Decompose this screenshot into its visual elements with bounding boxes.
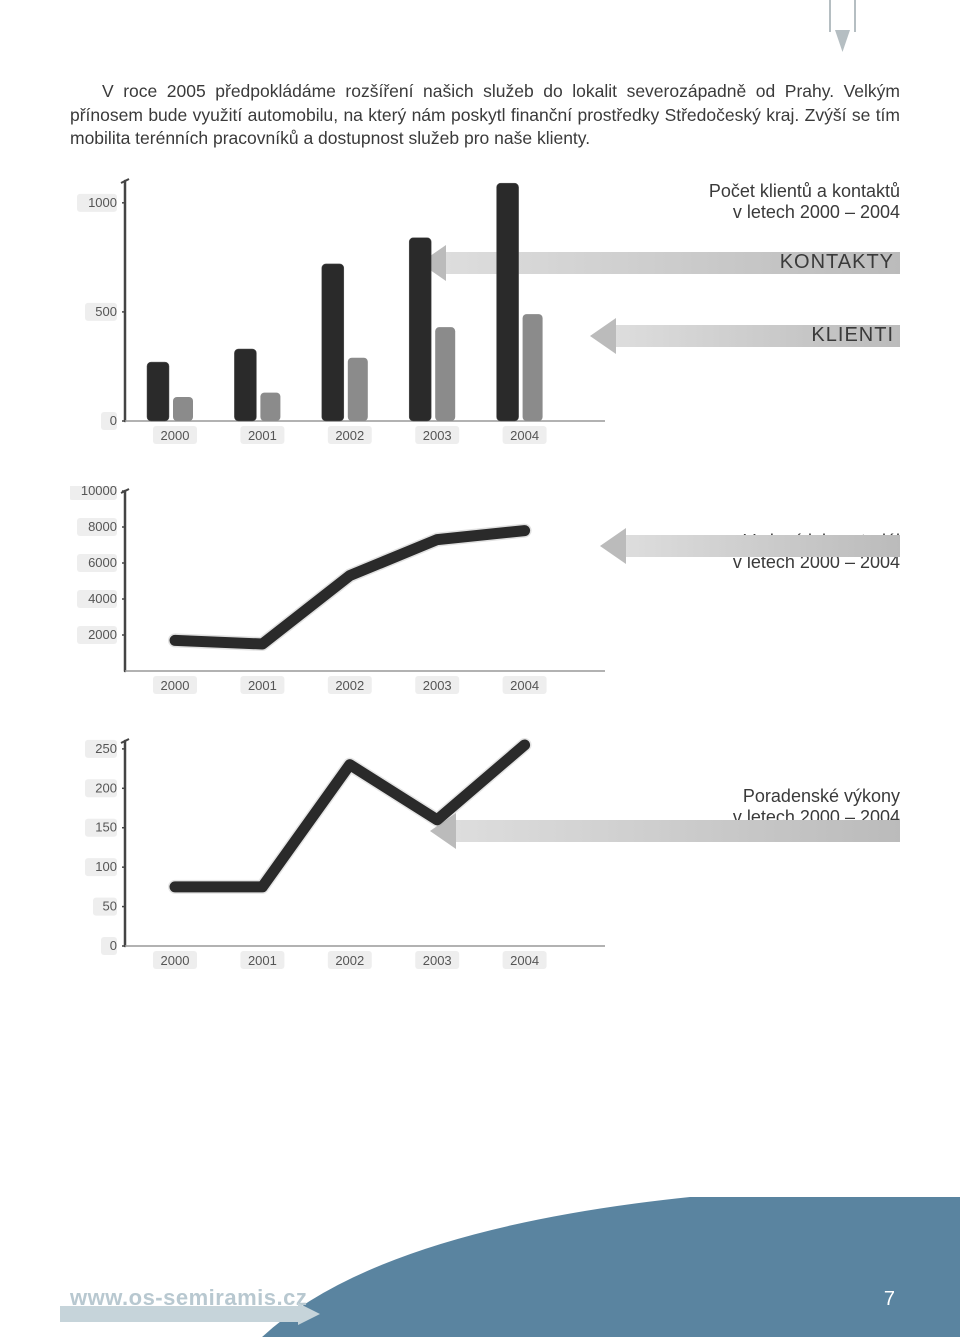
svg-text:8000: 8000 — [88, 519, 117, 534]
svg-text:1000: 1000 — [88, 195, 117, 210]
svg-text:6000: 6000 — [88, 555, 117, 570]
svg-text:2001: 2001 — [248, 953, 277, 968]
chart2-plot: 2000 4000 6000 8000 10000 2000 2001 2002 2003 200… — [70, 486, 630, 696]
arrow-inj — [600, 531, 900, 561]
chart-kontakty-klienti: Počet klientů a kontaktů v letech 2000 –… — [70, 176, 900, 446]
svg-text:150: 150 — [95, 820, 117, 835]
svg-text:0: 0 — [110, 938, 117, 953]
svg-text:2001: 2001 — [248, 678, 277, 693]
svg-text:2003: 2003 — [423, 678, 452, 693]
svg-text:2000: 2000 — [161, 953, 190, 968]
svg-text:2000: 2000 — [161, 428, 190, 443]
chart1-title-l1: Počet klientů a kontaktů — [650, 181, 900, 202]
svg-text:2003: 2003 — [423, 428, 452, 443]
svg-text:2002: 2002 — [335, 953, 364, 968]
svg-text:0: 0 — [110, 413, 117, 428]
footer-page-number: 7 — [884, 1288, 895, 1311]
footer: www.os-semiramis.cz 7 — [0, 1197, 960, 1337]
svg-text:2002: 2002 — [335, 678, 364, 693]
klienti-label: KLIENTI — [811, 324, 894, 347]
svg-text:2004: 2004 — [510, 428, 539, 443]
svg-text:2001: 2001 — [248, 428, 277, 443]
chart1-plot: 0 500 1000 2000 2001 2002 2003 2004 — [70, 176, 630, 446]
svg-text:500: 500 — [95, 304, 117, 319]
svg-text:4000: 4000 — [88, 591, 117, 606]
svg-text:100: 100 — [95, 859, 117, 874]
page: V roce 2005 předpokládáme rozšíření naši… — [0, 0, 960, 1337]
chart3-title-l1: Poradenské výkony — [650, 786, 900, 807]
svg-text:250: 250 — [95, 741, 117, 756]
chart3-plot: 0 50 100 150 200 250 2000 2001 2002 2003 2004 — [70, 736, 630, 971]
chart-injmaterial: Vydaný inj. materiál v letech 2000 – 200… — [70, 486, 900, 696]
svg-text:2000: 2000 — [161, 678, 190, 693]
svg-text:2002: 2002 — [335, 428, 364, 443]
svg-text:2000: 2000 — [88, 627, 117, 642]
svg-text:200: 200 — [95, 780, 117, 795]
body-paragraph: V roce 2005 předpokládáme rozšíření naši… — [70, 80, 900, 151]
chart-poradenske: Poradenské výkony v letech 2000 – 2004 0… — [70, 736, 900, 971]
svg-text:10000: 10000 — [81, 486, 117, 498]
svg-text:2003: 2003 — [423, 953, 452, 968]
footer-curve — [261, 1197, 960, 1337]
arrow-body — [626, 535, 900, 557]
top-arrow-decoration — [825, 0, 865, 60]
arrow-klienti: KLIENTI — [590, 321, 900, 351]
kontakty-label: KONTAKTY — [780, 251, 894, 274]
chart1-title-l2: v letech 2000 – 2004 — [650, 202, 900, 223]
svg-text:50: 50 — [103, 898, 117, 913]
svg-text:2004: 2004 — [510, 678, 539, 693]
footer-arrow-icon — [60, 1303, 320, 1325]
svg-text:2004: 2004 — [510, 953, 539, 968]
